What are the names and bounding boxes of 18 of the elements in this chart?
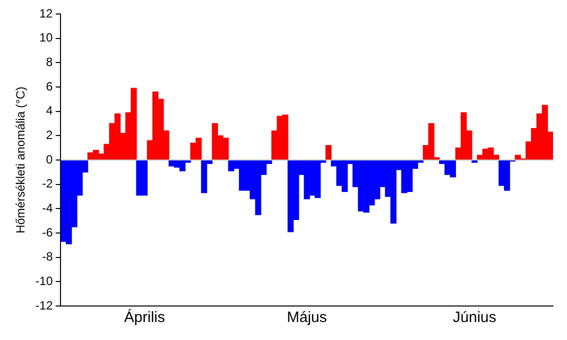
x-tick-label: Június xyxy=(452,309,496,326)
x-tick-label: Április xyxy=(124,308,166,326)
y-tick-label: -12 xyxy=(35,298,54,312)
y-tick-label: -4 xyxy=(42,200,54,215)
y-tick-label: 2 xyxy=(46,128,54,142)
y-tick-label: -2 xyxy=(42,176,54,191)
x-tick-label: Május xyxy=(286,309,327,326)
y-tick-label: 6 xyxy=(46,79,54,94)
y-tick-label: -6 xyxy=(42,225,54,240)
y-tick-label: 12 xyxy=(39,6,54,20)
y-tick-label: -8 xyxy=(42,250,54,264)
y-axis-title: Hőmérsékleti anomália (°C) xyxy=(14,86,28,234)
y-tick-label: 10 xyxy=(39,30,54,45)
y-tick-label: 0 xyxy=(46,152,54,166)
y-tick-label: 8 xyxy=(46,54,54,69)
y-tick-label: 4 xyxy=(46,104,54,118)
bar xyxy=(325,145,332,160)
y-tick-label: -10 xyxy=(35,274,54,288)
